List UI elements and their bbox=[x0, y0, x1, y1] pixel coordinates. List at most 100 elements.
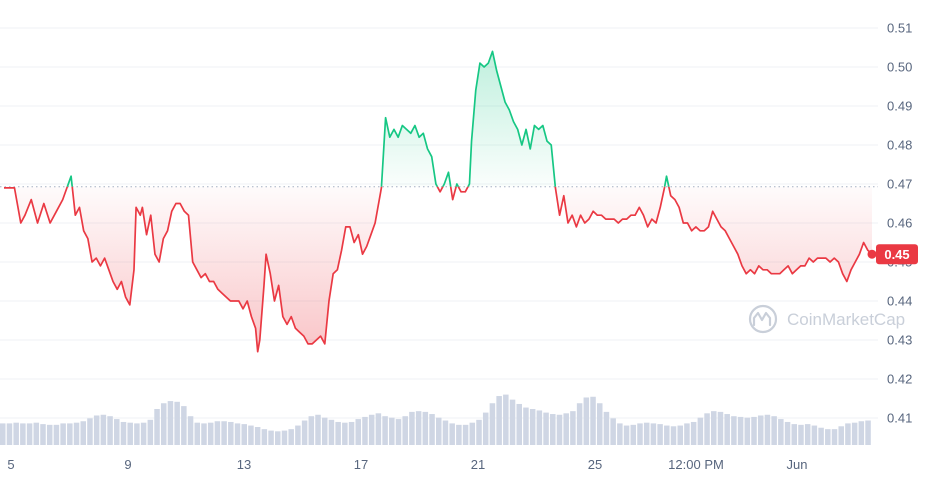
volume-bar bbox=[134, 423, 140, 445]
volume-bar bbox=[603, 411, 610, 445]
volume-bar bbox=[429, 414, 435, 445]
volume-bar bbox=[550, 414, 556, 445]
volume-bar bbox=[207, 422, 214, 445]
volume-bar bbox=[187, 416, 194, 445]
volume-bar bbox=[811, 425, 818, 445]
volume-bar bbox=[154, 409, 160, 445]
x-tick-label: 17 bbox=[354, 457, 368, 472]
volume-bar bbox=[415, 411, 422, 445]
volume-bar bbox=[140, 422, 147, 445]
volume-bar bbox=[529, 409, 536, 445]
volume-bar bbox=[570, 411, 576, 445]
volume-bar bbox=[181, 406, 187, 445]
volume-bar bbox=[160, 403, 167, 445]
volume-bar bbox=[784, 421, 791, 445]
volume-bar bbox=[717, 411, 724, 445]
volume-bar bbox=[234, 423, 241, 445]
volume-bar bbox=[20, 423, 26, 445]
volume-bar bbox=[771, 416, 777, 445]
x-tick-label: 5 bbox=[7, 457, 14, 472]
y-tick-label: 0.48 bbox=[887, 138, 912, 153]
volume-bar bbox=[449, 423, 455, 445]
volume-bar bbox=[690, 421, 697, 445]
volume-bar bbox=[174, 401, 180, 445]
volume-bar bbox=[254, 427, 261, 445]
volume-bar bbox=[825, 429, 831, 445]
volume-bar bbox=[590, 396, 596, 445]
volume-bar bbox=[684, 423, 690, 445]
volume-bar bbox=[221, 421, 227, 445]
volume-bar bbox=[543, 412, 549, 445]
volume-bar bbox=[362, 416, 368, 445]
x-axis: 5 9 13 17 21 25 12:00 PM Jun bbox=[7, 457, 807, 472]
y-tick-label: 0.50 bbox=[887, 60, 912, 75]
volume-bar bbox=[167, 401, 174, 445]
volume-bar bbox=[93, 415, 100, 445]
volume-bar bbox=[657, 424, 663, 445]
current-price-badge: 0.45 bbox=[876, 244, 918, 265]
volume-bar bbox=[509, 399, 516, 445]
current-price-label: 0.45 bbox=[884, 247, 909, 262]
volume-bar bbox=[596, 403, 603, 445]
price-area-above-baseline bbox=[67, 51, 669, 187]
volume-bar bbox=[342, 422, 348, 445]
x-tick-label: 21 bbox=[471, 457, 485, 472]
x-tick-label: 12:00 PM bbox=[668, 457, 724, 472]
volume-bar bbox=[751, 416, 757, 445]
x-tick-label: 13 bbox=[237, 457, 251, 472]
volume-bar bbox=[201, 423, 207, 445]
volume-bar bbox=[120, 421, 127, 445]
volume-bar bbox=[100, 414, 107, 445]
volume-bar bbox=[389, 417, 395, 445]
price-line-below-baseline bbox=[4, 186, 872, 353]
volume-bar bbox=[563, 413, 569, 445]
volume-bar bbox=[489, 403, 496, 445]
volume-bar bbox=[33, 422, 40, 445]
volume-bar bbox=[60, 423, 66, 445]
volume-bar bbox=[295, 425, 301, 445]
volume-bar bbox=[798, 424, 804, 445]
volume-bar bbox=[731, 416, 737, 445]
price-area-below-baseline bbox=[4, 186, 872, 352]
current-price-dot[interactable] bbox=[867, 249, 877, 259]
volume-bar bbox=[503, 394, 509, 445]
volume-bar bbox=[335, 421, 341, 445]
volume-bar bbox=[496, 396, 502, 445]
volume-bar bbox=[764, 414, 771, 445]
y-tick-label: 0.46 bbox=[887, 216, 912, 231]
volume-bar bbox=[46, 424, 53, 445]
y-tick-label: 0.41 bbox=[887, 411, 912, 426]
volume-bar bbox=[804, 424, 811, 445]
volume-bar bbox=[127, 422, 133, 445]
volume-bar bbox=[469, 422, 476, 445]
volume-bar bbox=[637, 423, 643, 445]
volume-bar bbox=[436, 417, 442, 445]
volume-bar bbox=[845, 423, 851, 445]
volume-bar bbox=[281, 430, 288, 445]
volume-bar bbox=[664, 425, 670, 445]
volume-bar bbox=[778, 419, 784, 445]
volume-bar bbox=[697, 417, 704, 445]
volume-bar bbox=[516, 403, 522, 445]
volume-bar bbox=[831, 429, 838, 445]
volume-bar bbox=[838, 426, 844, 445]
volume-bar bbox=[744, 417, 751, 445]
volume-bar bbox=[670, 426, 677, 445]
volume-bar bbox=[818, 427, 824, 445]
volume-bar bbox=[147, 419, 154, 445]
volume-bar bbox=[456, 424, 462, 445]
x-tick-label: 25 bbox=[588, 457, 602, 472]
volume-bar bbox=[583, 397, 590, 445]
y-tick-label: 0.44 bbox=[887, 294, 912, 309]
y-axis: 0.51 0.50 0.49 0.48 0.47 0.46 0.45 0.44 0.43 0.42… bbox=[887, 21, 912, 426]
volume-bar bbox=[214, 421, 221, 445]
volume-bar bbox=[724, 414, 730, 445]
volume-bar bbox=[315, 414, 321, 445]
volume-bar bbox=[791, 424, 798, 445]
volume-bar bbox=[73, 422, 80, 445]
volume-bar bbox=[623, 425, 630, 445]
volume-bar bbox=[630, 424, 637, 445]
x-tick-label: Jun bbox=[787, 457, 808, 472]
volume-bar bbox=[576, 403, 583, 445]
